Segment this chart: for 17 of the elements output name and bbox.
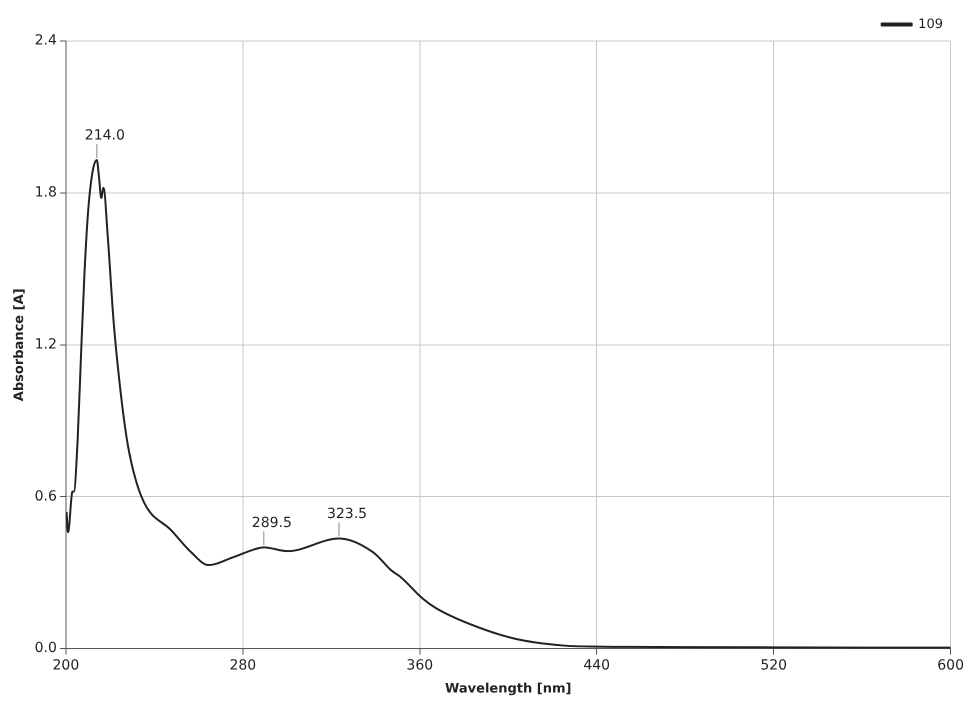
x-tick-label: 600	[937, 658, 964, 674]
y-tick-label: 1.2	[34, 336, 57, 352]
legend-label: 109	[918, 16, 944, 32]
x-tick-label: 200	[52, 658, 80, 674]
x-tick-label: 440	[583, 658, 610, 674]
y-axis-title: Absorbance [A]	[12, 288, 28, 402]
y-tick-label: 1.8	[34, 184, 57, 201]
x-tick-label: 520	[760, 658, 788, 674]
y-tick-label: 2.4	[34, 32, 57, 49]
annotation: 214.0	[84, 128, 125, 144]
annotation: 323.5	[326, 506, 368, 522]
y-tick-label: 0.0	[34, 640, 57, 656]
y-tick-label: 0.6	[34, 488, 57, 504]
x-axis-title: Wavelength [nm]	[445, 682, 572, 697]
x-tick-label: 280	[229, 658, 256, 674]
annotation: 289.5	[252, 514, 292, 531]
x-tick-label: 360	[406, 658, 434, 674]
